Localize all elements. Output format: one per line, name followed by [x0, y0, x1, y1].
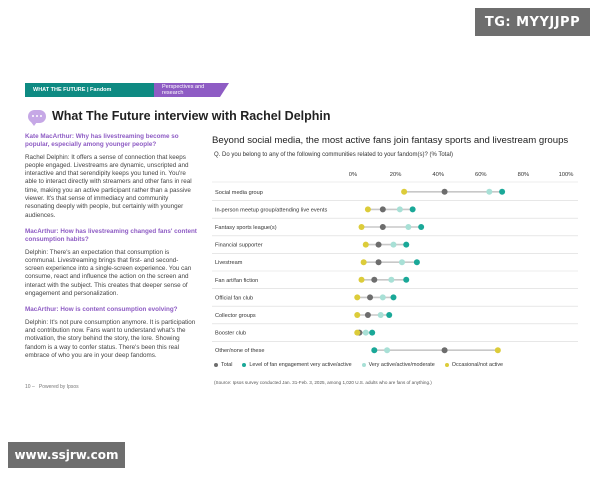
category-label: Collector groups: [215, 313, 256, 319]
data-point-2: [409, 206, 416, 213]
legend-item: Very active/active/moderate: [361, 362, 435, 368]
dot-plot-chart: 0% 20% 40% 60% 80% 100% Social media group In-p…: [212, 172, 578, 354]
interview-answer: Delphin: There's an expectation that con…: [25, 248, 192, 298]
powered-by: Powered by Ipsos: [38, 384, 79, 390]
title-row: What The Future interview with Rachel De…: [28, 109, 331, 126]
chat-bubble-icon: [28, 109, 46, 126]
x-tick-label: 100%: [559, 172, 574, 178]
data-point-4: [362, 241, 369, 248]
category-label: Other/none of these: [215, 348, 264, 354]
interview-answer: Rachel Delphin: It offers a sense of con…: [25, 153, 192, 219]
data-point-1: [367, 294, 374, 301]
header-section-label: WHAT THE FUTURE | Fandom: [25, 83, 154, 97]
data-point-2: [369, 329, 376, 336]
x-tick-label: 20%: [390, 172, 402, 178]
data-point-3: [486, 188, 493, 195]
watermark-bottom: www.ssjrw.com: [8, 442, 125, 468]
data-point-1: [441, 347, 448, 354]
section-header: WHAT THE FUTURE | Fandom Perspectives an…: [25, 83, 229, 97]
page-title: What The Future interview with Rachel De…: [52, 109, 331, 123]
data-point-2: [403, 276, 410, 283]
legend-item: Level of fan engagement very active/acti…: [242, 362, 352, 368]
chart-source: (Source: Ipsos survey conducted Jan. 31-…: [214, 380, 432, 385]
page-footer: 10 – Powered by Ipsos: [25, 384, 79, 390]
data-point-4: [354, 329, 361, 336]
data-point-1: [375, 259, 382, 266]
data-point-3: [384, 347, 391, 354]
data-point-3: [379, 294, 386, 301]
interview-question: MacArthur: How is content consumption ev…: [25, 306, 178, 314]
legend-label: Level of fan engagement very active/acti…: [249, 362, 352, 368]
data-point-2: [418, 224, 425, 230]
data-point-2: [499, 188, 506, 195]
legend-label: Total: [221, 362, 233, 368]
data-point-3: [396, 206, 403, 213]
data-point-1: [375, 241, 382, 248]
legend-swatch: [242, 363, 247, 367]
data-point-4: [364, 206, 371, 213]
data-point-2: [386, 312, 393, 318]
category-label: Financial supporter: [215, 243, 263, 249]
data-point-2: [413, 259, 420, 266]
data-point-3: [362, 329, 369, 336]
data-point-4: [354, 312, 361, 318]
data-point-1: [379, 224, 386, 230]
category-label: Booster club: [215, 331, 246, 337]
data-point-4: [360, 259, 367, 266]
data-point-3: [388, 276, 395, 283]
category-label: Social media group: [215, 190, 263, 196]
legend-swatch: [214, 363, 218, 367]
data-point-2: [390, 294, 397, 301]
chart-legend: Total Level of fan engagement very active…: [214, 362, 513, 368]
data-point-3: [390, 241, 397, 248]
data-point-3: [398, 259, 405, 266]
x-tick-label: 60%: [475, 172, 487, 178]
category-label: In-person meetup group/attending live ev…: [215, 207, 327, 213]
legend-item: Occasional/not active: [444, 362, 504, 368]
interview-answer: Delphin: It's not pure consumption anymo…: [25, 318, 196, 359]
data-point-2: [371, 347, 378, 354]
x-tick-label: 0%: [349, 172, 357, 178]
interview-question: Kate MacArthur: Why has livestreaming be…: [25, 133, 179, 149]
category-label: Fan art/fan fiction: [215, 278, 258, 284]
interview-column: Kate MacArthur: Why has livestreaming be…: [25, 133, 197, 368]
legend-label: Occasional/not active: [451, 362, 504, 368]
data-point-4: [358, 276, 365, 283]
header-subsection-label: Perspectives and research: [154, 83, 229, 97]
x-tick-label: 80%: [518, 172, 530, 178]
data-point-3: [405, 224, 412, 230]
category-label: Fantasy sports league(s): [215, 225, 277, 231]
data-point-4: [354, 294, 361, 301]
chart-question: Q. Do you belong to any of the following…: [214, 152, 454, 158]
category-label: Official fan club: [215, 295, 253, 301]
data-point-3: [377, 312, 384, 318]
chart-title: Beyond social media, the most active fan…: [212, 135, 569, 146]
legend-swatch: [361, 363, 366, 367]
x-tick-label: 40%: [432, 172, 444, 178]
watermark-top: TG: MYYJJPP: [475, 8, 590, 36]
legend-swatch: [444, 363, 449, 367]
data-point-4: [494, 347, 501, 354]
data-point-1: [379, 206, 386, 213]
category-label: Livestream: [215, 260, 243, 266]
data-point-1: [364, 312, 371, 318]
data-point-2: [403, 241, 410, 248]
interview-question: MacArthur: How has livestreaming changed…: [25, 227, 197, 244]
data-point-4: [401, 188, 408, 195]
data-point-1: [371, 276, 378, 283]
page-number: 10 –: [25, 384, 35, 390]
legend-item: Total: [214, 362, 232, 368]
legend-label: Very active/active/moderate: [368, 362, 435, 368]
data-point-4: [358, 224, 365, 230]
data-point-1: [441, 188, 448, 195]
